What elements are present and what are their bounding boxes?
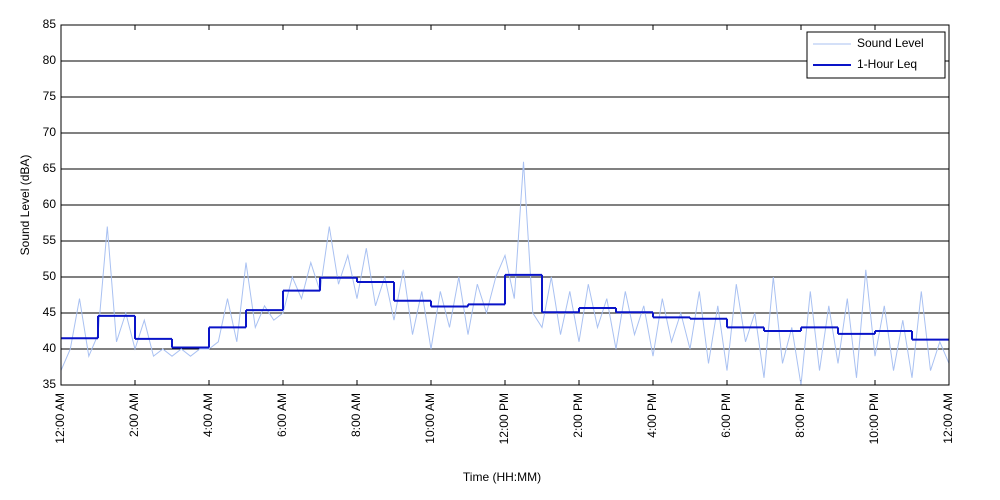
- y-tick-label: 50: [43, 269, 57, 283]
- x-tick-label: 6:00 AM: [275, 393, 289, 437]
- y-tick-label: 65: [43, 161, 57, 175]
- legend-box: [806, 31, 946, 79]
- x-tick-label: 2:00 AM: [127, 393, 141, 437]
- y-tick-label: 35: [43, 377, 57, 391]
- y-tick-label: 40: [43, 341, 57, 355]
- x-tick-label: 12:00 AM: [941, 393, 955, 444]
- x-tick-label: 8:00 PM: [793, 393, 807, 438]
- x-axis-label: Time (HH:MM): [463, 470, 541, 484]
- y-tick-label: 70: [43, 125, 57, 139]
- x-tick-label: 4:00 AM: [201, 393, 215, 437]
- y-tick-label: 60: [43, 197, 57, 211]
- plot-frame: [60, 24, 950, 386]
- y-tick-label: 85: [43, 17, 57, 31]
- y-axis-label: Sound Level (dBA): [18, 155, 32, 256]
- y-tick-label: 45: [43, 305, 57, 319]
- x-tick-label: 12:00 AM: [53, 393, 67, 444]
- x-tick-label: 8:00 AM: [349, 393, 363, 437]
- x-tick-label: 10:00 AM: [423, 393, 437, 444]
- x-tick-label: 12:00 PM: [497, 393, 511, 444]
- legend-label: 1-Hour Leq: [857, 57, 917, 71]
- x-tick-label: 2:00 PM: [571, 393, 585, 438]
- x-tick-label: 4:00 PM: [645, 393, 659, 438]
- legend-label: Sound Level: [857, 36, 924, 50]
- y-tick-label: 80: [43, 53, 57, 67]
- x-tick-label: 10:00 PM: [867, 393, 881, 444]
- y-tick-label: 75: [43, 89, 57, 103]
- x-tick-label: 6:00 PM: [719, 393, 733, 438]
- y-tick-label: 55: [43, 233, 57, 247]
